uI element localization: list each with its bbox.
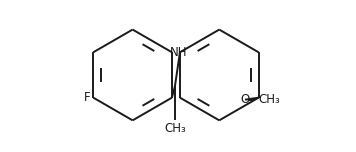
Text: CH₃: CH₃ (164, 122, 186, 135)
Text: CH₃: CH₃ (258, 93, 280, 106)
Text: NH: NH (170, 46, 187, 59)
Text: F: F (84, 91, 90, 104)
Text: O: O (240, 93, 250, 106)
